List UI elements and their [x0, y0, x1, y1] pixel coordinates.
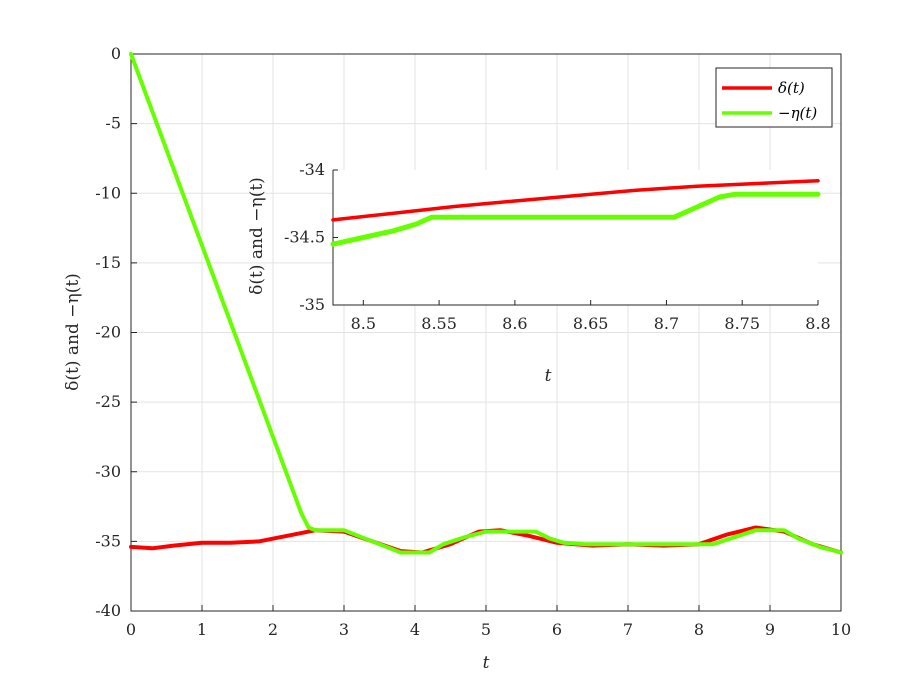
inset-background [333, 170, 818, 305]
inset-x-tick-label: 8.65 [573, 314, 609, 333]
main-y-tick-label: -15 [95, 253, 121, 272]
main-x-tick-label: 4 [410, 620, 420, 639]
inset-series-line-delta [331, 179, 820, 222]
inset-y-tick-label: -34.5 [284, 228, 325, 247]
main-y-tick-label: -40 [95, 601, 121, 620]
main-y-axis-label: δ(t) and −η(t) [63, 273, 83, 391]
main-x-tick-label: 1 [197, 620, 207, 639]
inset-series [330, 179, 821, 247]
inset-x-tick-label: 8.55 [421, 314, 457, 333]
main-x-tick-label: 3 [339, 620, 349, 639]
main-x-tick-label: 10 [831, 620, 851, 639]
main-ticks: 0 1 2 3 4 5 6 7 8 9 10 0 -5 -10 -15 -20 -25 -30 -35 -40 [95, 44, 851, 639]
main-y-tick-label: -20 [95, 323, 121, 342]
main-y-tick-label: 0 [111, 44, 121, 63]
main-x-tick-label: 9 [765, 620, 775, 639]
main-x-tick-label: 7 [623, 620, 633, 639]
main-x-tick-label: 8 [694, 620, 704, 639]
main-y-tick-label: -25 [95, 392, 121, 411]
main-series [129, 52, 843, 555]
legend: δ(t) −η(t) [715, 67, 833, 128]
main-x-tick-label: 5 [481, 620, 491, 639]
inset-x-tick-label: 8.8 [805, 314, 830, 333]
legend-box [715, 67, 833, 128]
main-y-tick-label: -10 [95, 183, 121, 202]
inset-y-tick-label: -34 [299, 160, 325, 179]
main-y-tick-label: -5 [105, 114, 121, 133]
main-x-tick-label: 6 [552, 620, 562, 639]
inset-y-tick-label: -35 [299, 295, 325, 314]
inset-ticks: 8.5 8.55 8.6 8.65 8.7 8.75 8.8 -34 -34.5 -35 [284, 160, 831, 333]
inset-x-tick-label: 8.6 [502, 314, 527, 333]
main-x-tick-label: 2 [268, 620, 278, 639]
inset-y-axis-label: δ(t) and −η(t) [247, 177, 267, 295]
inset-x-tick-label: 8.5 [351, 314, 376, 333]
inset-x-tick-label: 8.7 [654, 314, 679, 333]
main-x-axis-label: t [483, 653, 490, 673]
inset-x-tick-label: 8.75 [724, 314, 760, 333]
main-y-tick-label: -30 [95, 462, 121, 481]
inset-x-axis-label: t [545, 366, 552, 386]
main-series-line-eta [129, 52, 843, 555]
main-y-tick-label: -35 [95, 531, 121, 550]
legend-label-delta: δ(t) [778, 79, 805, 97]
legend-label-eta: −η(t) [778, 104, 817, 122]
main-x-tick-label: 0 [126, 620, 136, 639]
inset-series-line-eta [330, 191, 821, 247]
